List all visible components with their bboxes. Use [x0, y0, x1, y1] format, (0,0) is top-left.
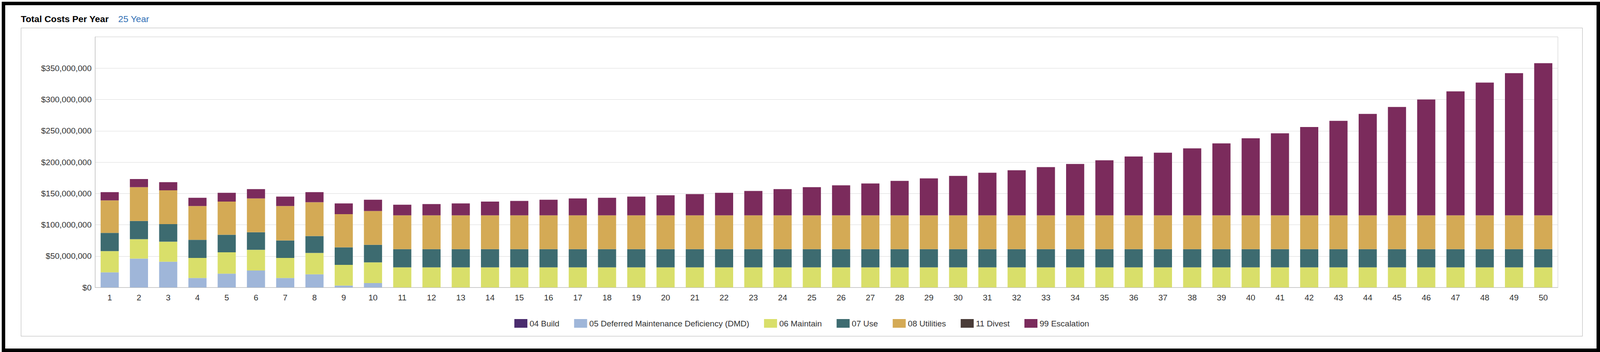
svg-text:12: 12 [427, 293, 437, 303]
svg-text:$0: $0 [82, 283, 92, 293]
svg-text:05 Deferred Maintenance Defici: 05 Deferred Maintenance Deficiency (DMD) [589, 319, 750, 329]
svg-text:16: 16 [543, 293, 554, 303]
svg-text:43: 43 [1333, 293, 1344, 303]
svg-text:37: 37 [1158, 293, 1168, 303]
svg-text:$100,000,000: $100,000,000 [41, 220, 92, 230]
svg-text:3: 3 [165, 293, 171, 303]
svg-text:44: 44 [1362, 293, 1373, 303]
svg-text:2: 2 [136, 293, 142, 303]
svg-text:38: 38 [1187, 293, 1197, 303]
svg-text:9: 9 [341, 293, 347, 303]
svg-text:07 Use: 07 Use [851, 319, 878, 329]
svg-text:$150,000,000: $150,000,000 [41, 189, 92, 199]
svg-text:19: 19 [631, 293, 641, 303]
svg-text:39: 39 [1216, 293, 1226, 303]
svg-text:06 Maintain: 06 Maintain [779, 319, 822, 329]
svg-text:48: 48 [1480, 293, 1490, 303]
svg-text:10: 10 [368, 293, 378, 303]
svg-text:6: 6 [253, 293, 259, 303]
svg-text:28: 28 [895, 293, 905, 303]
svg-text:15: 15 [514, 293, 524, 303]
svg-text:18: 18 [602, 293, 612, 303]
svg-text:49: 49 [1509, 293, 1519, 303]
svg-text:41: 41 [1275, 293, 1285, 303]
svg-text:42: 42 [1304, 293, 1314, 303]
svg-text:27: 27 [865, 293, 876, 303]
svg-text:31: 31 [982, 293, 992, 303]
svg-text:5: 5 [224, 293, 230, 303]
svg-text:99 Escalation: 99 Escalation [1039, 319, 1090, 329]
svg-text:11: 11 [398, 293, 407, 303]
svg-text:25: 25 [807, 293, 817, 303]
svg-text:22: 22 [719, 293, 729, 303]
svg-text:8: 8 [312, 293, 317, 303]
svg-text:$50,000,000: $50,000,000 [45, 251, 92, 261]
svg-text:$250,000,000: $250,000,000 [41, 126, 92, 136]
svg-text:17: 17 [573, 293, 583, 303]
html-text:25 Year: 25 Year [118, 13, 150, 24]
svg-text:14: 14 [485, 293, 495, 303]
svg-text:24: 24 [777, 293, 788, 303]
svg-text:34: 34 [1070, 293, 1080, 303]
svg-text:$300,000,000: $300,000,000 [41, 95, 92, 105]
svg-text:32: 32 [1012, 293, 1022, 303]
svg-text:1: 1 [107, 293, 112, 303]
svg-text:23: 23 [748, 293, 758, 303]
svg-text:7: 7 [283, 293, 288, 303]
svg-text:08 Utilities: 08 Utilities [908, 319, 947, 329]
svg-text:4: 4 [195, 293, 201, 303]
svg-text:35: 35 [1099, 293, 1110, 303]
svg-text:47: 47 [1451, 293, 1461, 303]
svg-text:45: 45 [1392, 293, 1402, 303]
svg-text:46: 46 [1421, 293, 1431, 303]
svg-text:20: 20 [661, 293, 671, 303]
svg-text:30: 30 [953, 293, 963, 303]
svg-text:50: 50 [1538, 293, 1548, 303]
svg-text:29: 29 [924, 293, 934, 303]
svg-text:$350,000,000: $350,000,000 [41, 63, 92, 73]
html-text:Total Costs Per Year: Total Costs Per Year [20, 13, 109, 24]
svg-text:33: 33 [1041, 293, 1051, 303]
svg-text:04 Build: 04 Build [529, 319, 560, 329]
svg-text:26: 26 [836, 293, 846, 303]
svg-text:40: 40 [1246, 293, 1256, 303]
svg-text:21: 21 [690, 293, 700, 303]
svg-text:$200,000,000: $200,000,000 [41, 158, 92, 168]
svg-text:36: 36 [1129, 293, 1139, 303]
svg-text:11 Divest: 11 Divest [975, 319, 1011, 329]
svg-text:13: 13 [456, 293, 466, 303]
